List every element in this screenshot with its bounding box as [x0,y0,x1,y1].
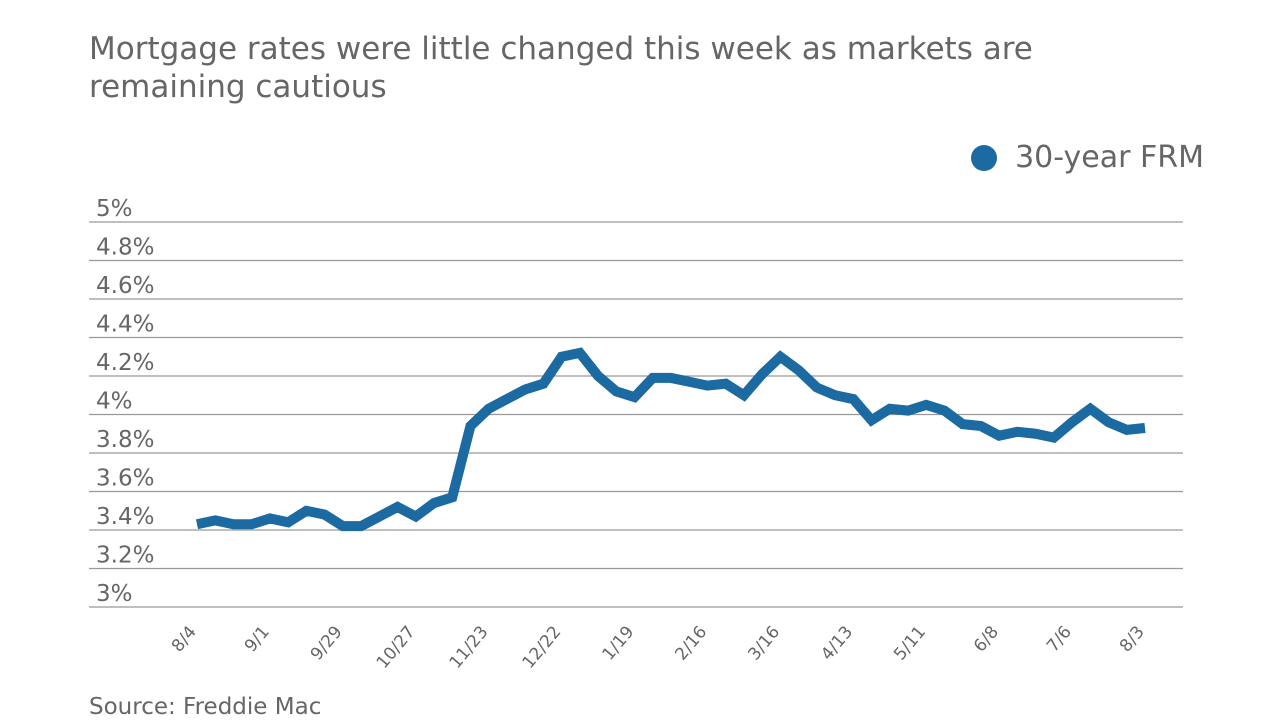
x-tick-label: 1/19 [599,622,639,664]
legend: 30-year FRM [971,140,1204,175]
x-tick-label: 2/16 [671,622,711,664]
y-tick-label: 3.6% [96,466,154,492]
y-tick-label: 4% [96,389,133,415]
y-tick-label: 4.8% [96,235,154,261]
x-tick-label: 6/8 [970,622,1003,656]
x-tick-label: 10/27 [373,622,420,672]
y-tick-label: 5% [96,196,133,222]
x-tick-label: 9/29 [307,622,347,664]
chart-subtitle: Mortgage rates were little changed this … [89,31,1033,105]
y-tick-label: 4.6% [96,273,154,299]
x-tick-label: 9/1 [241,622,274,656]
y-tick-label: 3.2% [96,543,154,569]
y-tick-label: 3.8% [96,427,154,453]
x-tick-label: 4/13 [817,622,857,664]
x-tick-label: 12/22 [519,622,566,672]
y-tick-label: 4.4% [96,312,154,338]
legend-label: 30-year FRM [1015,140,1204,175]
x-tick-label: 8/4 [168,622,201,656]
y-tick-label: 3.4% [96,504,154,530]
x-tick-label: 3/16 [744,622,784,664]
y-tick-label: 3% [96,581,133,607]
x-tick-label: 8/3 [1116,622,1149,656]
x-tick-label: 7/6 [1043,622,1076,656]
source-note: Source: Freddie Mac [89,694,322,720]
y-tick-label: 4.2% [96,350,154,376]
x-tick-label: 5/11 [890,622,930,664]
legend-marker [971,144,998,171]
series-line-30-year-frm [195,347,1146,532]
x-tick-label: 11/23 [446,622,493,672]
